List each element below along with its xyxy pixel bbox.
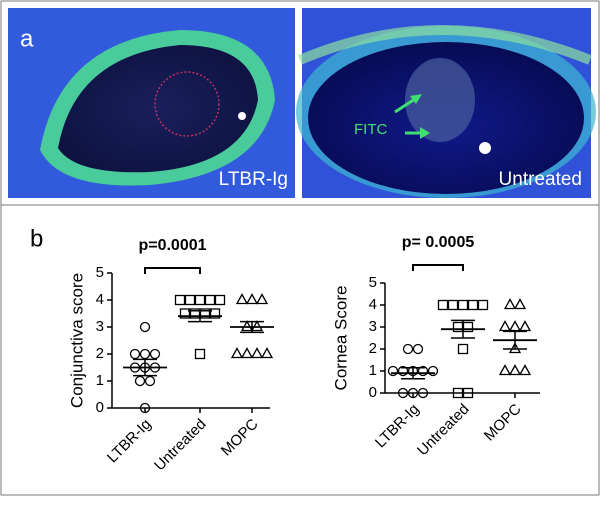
y-tick-label: 2 bbox=[96, 345, 104, 362]
data-point bbox=[209, 308, 221, 319]
data-point bbox=[477, 299, 489, 311]
data-point bbox=[508, 342, 522, 354]
data-point bbox=[508, 320, 522, 332]
data-point bbox=[235, 293, 249, 305]
data-point bbox=[240, 320, 254, 332]
data-point bbox=[194, 294, 206, 306]
y-tick-label: 1 bbox=[96, 372, 104, 389]
data-point bbox=[457, 343, 469, 355]
data-point bbox=[250, 320, 264, 332]
data-point bbox=[134, 375, 146, 387]
data-point bbox=[149, 348, 161, 360]
data-point bbox=[184, 294, 196, 306]
photo-caption: LTBR-Ig bbox=[219, 169, 288, 190]
y-axis-label: Conjunctiva score bbox=[67, 273, 86, 408]
photo-annotation: FITC bbox=[354, 121, 387, 138]
data-point bbox=[417, 365, 429, 377]
data-point bbox=[503, 298, 517, 310]
y-tick-label: 5 bbox=[96, 264, 104, 281]
data-point bbox=[230, 347, 244, 359]
y-tick-label: 4 bbox=[96, 291, 104, 308]
data-point bbox=[427, 365, 439, 377]
y-axis-label: Cornea Score bbox=[331, 286, 350, 391]
data-point bbox=[387, 365, 399, 377]
significance-bracket bbox=[144, 267, 201, 274]
data-point bbox=[174, 294, 186, 306]
data-point bbox=[129, 348, 141, 360]
data-point bbox=[397, 387, 409, 399]
data-point bbox=[240, 347, 254, 359]
y-tick-label: 1 bbox=[369, 362, 377, 379]
data-point bbox=[518, 364, 532, 376]
data-point bbox=[498, 364, 512, 376]
significance-bracket bbox=[412, 264, 464, 271]
data-point bbox=[467, 299, 479, 311]
data-point bbox=[457, 299, 469, 311]
y-tick-label: 0 bbox=[369, 384, 377, 401]
p-value: p=0.0001 bbox=[138, 237, 206, 254]
data-point bbox=[498, 320, 512, 332]
y-tick-label: 2 bbox=[369, 340, 377, 357]
data-point bbox=[397, 365, 409, 377]
photo-caption: Untreated bbox=[499, 169, 582, 190]
data-point bbox=[407, 387, 419, 399]
data-point bbox=[255, 293, 269, 305]
data-point bbox=[139, 402, 151, 414]
data-point bbox=[139, 348, 151, 360]
data-point bbox=[139, 321, 151, 333]
photo-untreated bbox=[296, 8, 596, 198]
data-point bbox=[204, 294, 216, 306]
data-point bbox=[437, 299, 449, 311]
data-point bbox=[513, 298, 527, 310]
data-point bbox=[518, 320, 532, 332]
y-tick-label: 4 bbox=[369, 296, 377, 313]
data-point bbox=[144, 375, 156, 387]
y-tick-label: 5 bbox=[369, 274, 377, 291]
data-point bbox=[462, 387, 474, 399]
panel-label: a bbox=[20, 25, 34, 52]
data-point bbox=[508, 364, 522, 376]
data-point bbox=[452, 387, 464, 399]
data-point bbox=[260, 347, 274, 359]
data-point bbox=[245, 293, 259, 305]
y-tick-label: 3 bbox=[96, 318, 104, 335]
data-point bbox=[447, 299, 459, 311]
p-value: p= 0.0005 bbox=[402, 234, 475, 251]
y-tick-label: 3 bbox=[369, 318, 377, 335]
panel-label: b bbox=[30, 225, 43, 252]
data-point bbox=[417, 387, 429, 399]
y-tick-label: 0 bbox=[96, 399, 104, 416]
data-point bbox=[412, 343, 424, 355]
photo-ltbr bbox=[8, 8, 295, 198]
data-point bbox=[194, 348, 206, 360]
data-point bbox=[179, 308, 191, 319]
data-point bbox=[250, 347, 264, 359]
data-point bbox=[402, 343, 414, 355]
data-point bbox=[214, 294, 226, 306]
